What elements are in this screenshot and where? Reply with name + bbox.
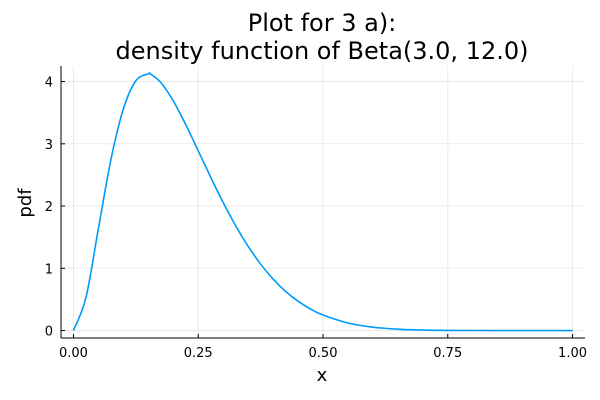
chart-title-line-1: Plot for 3 a): (248, 9, 397, 37)
series-layer (72, 72, 573, 332)
y-axis-label: pdf (15, 188, 36, 218)
y-tick-label-0: 0 (45, 325, 53, 340)
chart-title-line-2: density function of Beta(3.0, 12.0) (116, 37, 529, 65)
x-tick-label-1: 0.25 (184, 346, 213, 361)
x-tick-label-4: 1.00 (558, 346, 587, 361)
ticks: 0.00 0.25 0.50 0.75 1.00 0 1 2 3 4 (45, 76, 587, 361)
x-tick-label-3: 0.75 (433, 346, 462, 361)
y-tick-label-1: 1 (45, 262, 53, 277)
y-tick-label-3: 3 (45, 138, 53, 153)
grid (61, 66, 585, 338)
x-tick-label-0: 0.00 (59, 346, 88, 361)
x-axis-label: x (317, 365, 328, 386)
x-tick-label-2: 0.50 (309, 346, 338, 361)
series-line-0 (72, 72, 573, 332)
y-tick-label-2: 2 (45, 200, 53, 215)
y-tick-label-4: 4 (45, 76, 53, 91)
